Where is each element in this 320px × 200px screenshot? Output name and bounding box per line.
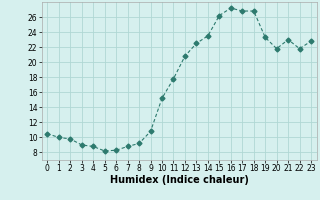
X-axis label: Humidex (Indice chaleur): Humidex (Indice chaleur) bbox=[110, 175, 249, 185]
